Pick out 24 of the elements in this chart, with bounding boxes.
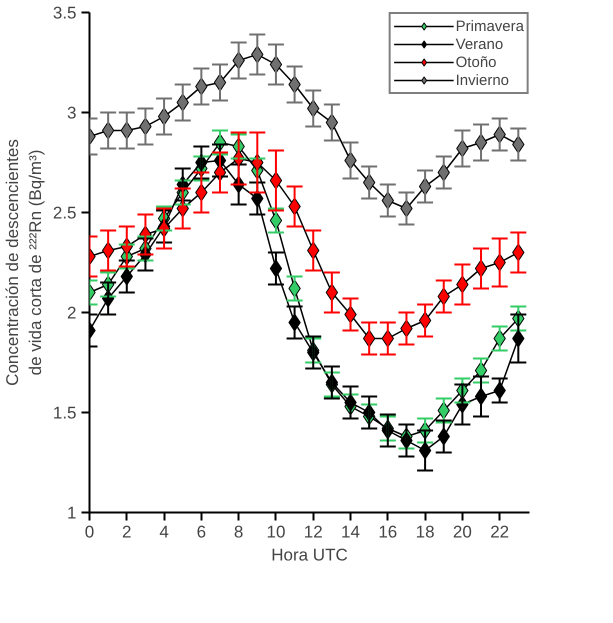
x-axis-title: Hora UTC — [271, 546, 348, 564]
y-tick-label: 1.5 — [52, 404, 77, 422]
legend-label: Verano — [456, 35, 504, 53]
x-tick-label: 20 — [452, 522, 472, 542]
x-tick-label: 16 — [378, 522, 398, 542]
y-tick-label: 3 — [67, 104, 77, 122]
y-tick-label: 1 — [67, 504, 77, 522]
x-tick-label: 4 — [159, 522, 169, 542]
legend-label: Invierno — [456, 71, 510, 89]
x-tick-label: 0 — [84, 522, 94, 542]
y-tick-label: 2 — [67, 304, 77, 322]
x-tick-label: 18 — [416, 522, 435, 542]
x-tick-label: 12 — [304, 522, 323, 542]
y-axis-title: Concentración de descencientes de vida corta de ²²²Rn (Bq/m³) — [3, 139, 45, 386]
x-tick-label: 22 — [490, 522, 510, 542]
y-tick-label: 3.5 — [52, 4, 77, 22]
x-tick-label: 6 — [196, 522, 206, 542]
x-tick-label: 2 — [122, 522, 132, 542]
legend-label: Primavera — [456, 17, 524, 35]
x-tick-label: 10 — [266, 522, 286, 542]
x-tick-label: 8 — [234, 522, 244, 542]
legend-label: Otoño — [456, 53, 497, 71]
y-tick-label: 2.5 — [52, 204, 77, 222]
x-tick-label: 14 — [341, 522, 360, 542]
